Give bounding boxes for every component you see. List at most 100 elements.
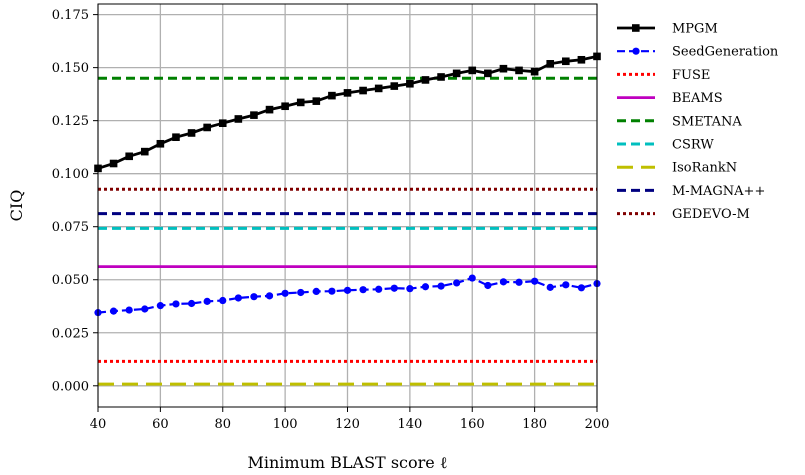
data-point — [187, 129, 196, 137]
y-tick-label: 0.125 — [52, 114, 89, 129]
data-point — [530, 67, 539, 76]
data-point — [359, 286, 367, 294]
y-tick-label: 0.100 — [52, 167, 89, 182]
data-point — [390, 82, 399, 90]
data-point — [421, 76, 430, 84]
x-tick-label: 160 — [460, 417, 485, 432]
y-tick-label: 0.025 — [52, 326, 89, 341]
data-point — [250, 111, 258, 119]
data-point — [515, 278, 523, 286]
data-point — [343, 286, 352, 294]
data-point — [406, 285, 414, 293]
data-point — [109, 159, 118, 168]
data-point — [312, 97, 321, 105]
legend-label: FUSE — [672, 68, 710, 83]
legend-entry-isorankn: IsoRankN — [617, 161, 737, 176]
data-point — [562, 57, 570, 66]
data-point — [234, 294, 242, 302]
data-point — [140, 147, 149, 156]
grid-lines — [97, 4, 598, 407]
legend-entry-gedevo-m: GEDEVO-M — [617, 207, 750, 222]
data-point — [219, 296, 227, 305]
legend-label: MPGM — [672, 22, 718, 37]
data-point — [453, 279, 461, 287]
legend-marker — [632, 47, 640, 55]
data-point — [374, 84, 383, 93]
data-point — [312, 287, 320, 296]
data-point — [577, 55, 586, 64]
legend-marker — [632, 24, 640, 32]
data-point — [499, 278, 508, 286]
x-tick-label: 120 — [335, 417, 360, 432]
legend-label: IsoRankN — [672, 161, 737, 176]
legend-label: CSRW — [672, 138, 714, 153]
data-point — [172, 300, 180, 308]
series-mpgm — [94, 52, 601, 173]
data-point — [375, 285, 383, 293]
data-point — [499, 64, 508, 73]
series-line — [97, 276, 598, 314]
legend-entry-mpgm: MPGM — [617, 22, 718, 37]
y-tick-label: 0.075 — [52, 220, 89, 235]
data-point — [281, 102, 289, 111]
data-point — [421, 283, 430, 291]
data-point — [343, 89, 352, 97]
legend-label: M-MAGNA++ — [672, 184, 765, 199]
data-point — [328, 287, 336, 295]
x-tick-label: 80 — [214, 417, 231, 432]
y-tick-label: 0.150 — [52, 61, 89, 76]
data-point — [296, 98, 305, 107]
series-seedgeneration — [94, 274, 601, 317]
y-axis-label: CIQ — [7, 190, 26, 222]
y-tick-label: 0.175 — [52, 8, 89, 23]
legend-entry-csrw: CSRW — [617, 138, 714, 153]
data-point — [484, 281, 492, 290]
data-point — [468, 66, 477, 75]
data-point — [156, 302, 164, 310]
data-point — [156, 139, 165, 148]
data-point — [265, 105, 274, 114]
data-point — [562, 281, 570, 289]
data-point — [531, 277, 539, 285]
data-point — [577, 284, 586, 292]
data-point — [437, 73, 445, 81]
y-tick-label: 0.000 — [52, 379, 89, 394]
data-point — [515, 66, 523, 75]
data-point — [406, 79, 414, 88]
data-point — [172, 133, 180, 142]
series-lines — [94, 52, 601, 386]
data-point — [452, 69, 461, 78]
data-point — [234, 115, 243, 123]
legend-entry-smetana: SMETANA — [617, 114, 742, 129]
legend-entry-fuse: FUSE — [617, 68, 710, 83]
x-axis-label: Minimum BLAST score ℓ — [248, 453, 448, 472]
data-point — [250, 293, 258, 301]
data-point — [484, 69, 492, 78]
legend-label: SMETANA — [672, 114, 742, 129]
legend-entry-seedgeneration: SeedGeneration — [617, 45, 779, 60]
data-point — [203, 123, 211, 132]
legend-entry-m-magna: M-MAGNA++ — [617, 184, 765, 199]
data-point — [203, 297, 211, 305]
x-tick-label: 40 — [90, 417, 107, 432]
data-point — [125, 306, 133, 314]
axes: 40 60 80 100 120 140 160 180 200 0.000 0.025 0.050 0… — [52, 8, 610, 432]
data-point — [141, 305, 149, 313]
x-tick-label: 140 — [397, 417, 422, 432]
x-tick-label: 180 — [522, 417, 547, 432]
y-tick-label: 0.050 — [52, 273, 89, 288]
legend-entry-beams: BEAMS — [617, 91, 723, 106]
x-tick-label: 100 — [273, 417, 298, 432]
data-point — [297, 288, 305, 297]
data-point — [437, 282, 445, 290]
data-point — [468, 274, 476, 282]
data-point — [546, 283, 554, 291]
legend-label: SeedGeneration — [672, 45, 779, 60]
data-point — [359, 86, 367, 95]
data-point — [218, 119, 227, 128]
legend-label: BEAMS — [672, 91, 723, 106]
x-tick-label: 200 — [585, 417, 610, 432]
legend: MPGM SeedGeneration FUSE BEAMS SMETANA CSRW Is… — [617, 22, 779, 222]
legend-label: GEDEVO-M — [672, 207, 750, 222]
